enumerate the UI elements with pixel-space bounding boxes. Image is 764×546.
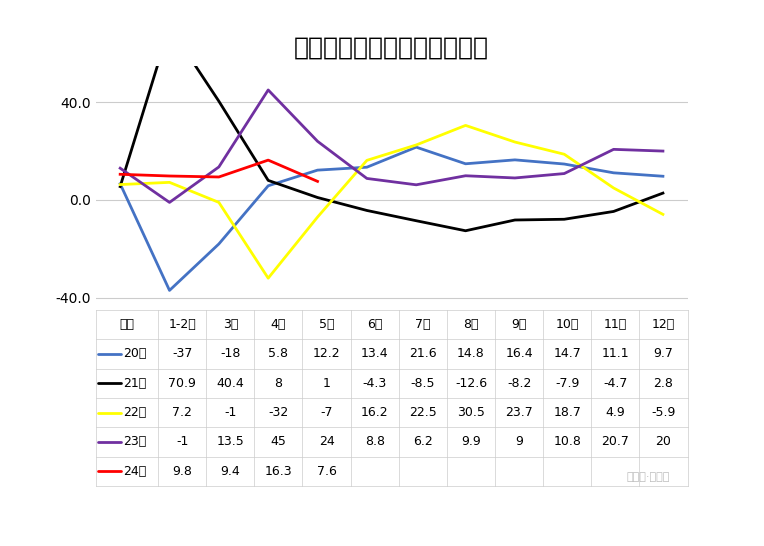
Text: 45: 45 (270, 436, 286, 448)
Text: 13.5: 13.5 (216, 436, 244, 448)
Text: 14.7: 14.7 (553, 347, 581, 360)
Text: 21.6: 21.6 (409, 347, 437, 360)
Text: 11.1: 11.1 (601, 347, 630, 360)
Text: 14.8: 14.8 (457, 347, 485, 360)
Text: 2.8: 2.8 (653, 377, 674, 390)
Text: -7: -7 (320, 406, 333, 419)
Text: -18: -18 (220, 347, 241, 360)
Text: -5.9: -5.9 (652, 406, 675, 419)
Text: 3月: 3月 (222, 318, 238, 331)
Text: 23年: 23年 (123, 436, 146, 448)
Text: -1: -1 (224, 406, 237, 419)
Text: 1: 1 (322, 377, 331, 390)
Text: -37: -37 (172, 347, 193, 360)
Text: 5.8: 5.8 (268, 347, 289, 360)
Text: -4.3: -4.3 (363, 377, 387, 390)
Text: 10月: 10月 (555, 318, 579, 331)
Text: 8月: 8月 (463, 318, 479, 331)
Text: 70.9: 70.9 (168, 377, 196, 390)
Text: 公众号·崔东树: 公众号·崔东树 (626, 472, 670, 483)
Text: 9.8: 9.8 (172, 465, 192, 478)
Text: 8.8: 8.8 (364, 436, 385, 448)
Text: 21年: 21年 (123, 377, 146, 390)
Text: 7月: 7月 (415, 318, 431, 331)
Text: 10.8: 10.8 (553, 436, 581, 448)
Text: 20.7: 20.7 (601, 436, 630, 448)
Text: 7.2: 7.2 (172, 406, 192, 419)
Text: 20年: 20年 (123, 347, 147, 360)
Text: 13.4: 13.4 (361, 347, 389, 360)
Text: 4月: 4月 (270, 318, 286, 331)
Text: 12.2: 12.2 (312, 347, 341, 360)
Text: -12.6: -12.6 (455, 377, 487, 390)
Text: 6.2: 6.2 (413, 436, 432, 448)
Text: -1: -1 (176, 436, 189, 448)
Text: 16.2: 16.2 (361, 406, 389, 419)
Text: 1-2月: 1-2月 (168, 318, 196, 331)
Text: 22年: 22年 (123, 406, 146, 419)
Text: -4.7: -4.7 (604, 377, 627, 390)
Text: 6月: 6月 (367, 318, 383, 331)
Text: 24: 24 (319, 436, 335, 448)
Text: 18.7: 18.7 (553, 406, 581, 419)
Text: 9.9: 9.9 (461, 436, 481, 448)
Text: 9: 9 (515, 436, 523, 448)
Title: 汽车工业增加值月度增速走势: 汽车工业增加值月度增速走势 (294, 35, 489, 60)
Text: 9.4: 9.4 (220, 465, 240, 478)
Text: -7.9: -7.9 (555, 377, 579, 390)
Text: 30.5: 30.5 (457, 406, 485, 419)
Text: 7.6: 7.6 (316, 465, 336, 478)
Text: -32: -32 (268, 406, 289, 419)
Text: 12月: 12月 (652, 318, 675, 331)
Text: -8.2: -8.2 (507, 377, 531, 390)
Text: 年度: 年度 (119, 318, 134, 331)
Text: 8: 8 (274, 377, 283, 390)
Text: 20: 20 (656, 436, 672, 448)
Text: 22.5: 22.5 (409, 406, 437, 419)
Text: 9.7: 9.7 (653, 347, 674, 360)
Text: -8.5: -8.5 (410, 377, 435, 390)
Text: 16.3: 16.3 (264, 465, 293, 478)
Text: 4.9: 4.9 (606, 406, 625, 419)
Text: 16.4: 16.4 (505, 347, 533, 360)
Text: 23.7: 23.7 (505, 406, 533, 419)
Text: 11月: 11月 (604, 318, 627, 331)
Text: 40.4: 40.4 (216, 377, 244, 390)
Text: 9月: 9月 (511, 318, 527, 331)
Text: 5月: 5月 (319, 318, 335, 331)
Text: 24年: 24年 (123, 465, 146, 478)
